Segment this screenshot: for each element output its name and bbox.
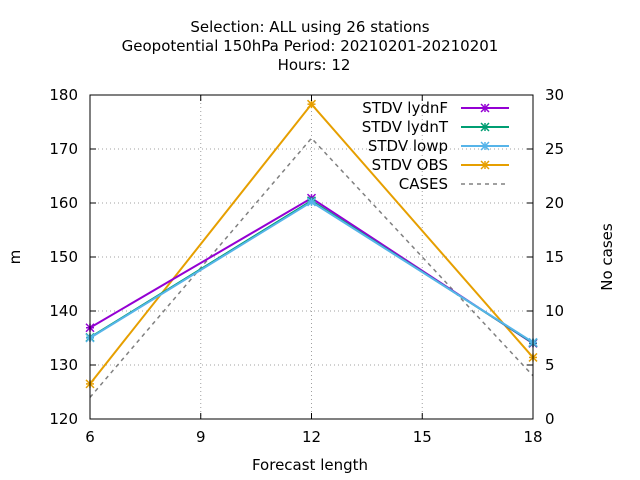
y2-tick-label: 30 (545, 86, 564, 104)
grid (90, 95, 533, 419)
title-line-3: Hours: 12 (278, 56, 351, 74)
x-tick-label: 15 (413, 428, 432, 446)
y-tick-label: 160 (49, 194, 78, 212)
legend-marker (480, 122, 490, 132)
legend-marker (480, 141, 490, 151)
title-line-2: Geopotential 150hPa Period: 20210201-202… (122, 37, 499, 55)
legend-label: STDV lydnT (362, 118, 449, 136)
legend-marker (480, 160, 490, 170)
y2-tick-label: 25 (545, 140, 564, 158)
y-tick-label: 120 (49, 410, 78, 428)
legend-label: CASES (399, 175, 448, 193)
y2-axis-label: No cases (598, 223, 616, 291)
x-tick-label: 9 (196, 428, 206, 446)
chart-title: Selection: ALL using 26 stations Geopote… (122, 18, 499, 74)
series-layer (85, 99, 538, 398)
y-tick-label: 170 (49, 140, 78, 158)
y2-tick-label: 10 (545, 302, 564, 320)
y-tick-label: 140 (49, 302, 78, 320)
title-line-1: Selection: ALL using 26 stations (190, 18, 429, 36)
y2-tick-label: 15 (545, 248, 564, 266)
x-tick-label: 6 (85, 428, 95, 446)
y2-tick-label: 20 (545, 194, 564, 212)
legend-label: STDV OBS (372, 156, 448, 174)
x-tick-label: 12 (302, 428, 321, 446)
y-tick-label: 180 (49, 86, 78, 104)
legend-label: STDV lydnF (362, 99, 448, 117)
x-axis-label: Forecast length (252, 456, 368, 474)
series-line-cases (89, 137, 534, 398)
y2-tick-label: 5 (545, 356, 555, 374)
legend-marker (480, 103, 490, 113)
y2-tick-label: 0 (545, 410, 555, 428)
legend-label: STDV lowp (368, 137, 448, 155)
y-tick-label: 150 (49, 248, 78, 266)
axes: 6 9 12 15 18 120 130 140 150 160 170 180 0 5 10 15 20 25 3… (49, 86, 564, 446)
y-axis-label: m (6, 250, 24, 265)
data-point (306, 99, 317, 109)
data-point (306, 197, 317, 207)
series-line-stdv-lowp (89, 200, 534, 344)
x-tick-label: 18 (523, 428, 542, 446)
y-tick-label: 130 (49, 356, 78, 374)
